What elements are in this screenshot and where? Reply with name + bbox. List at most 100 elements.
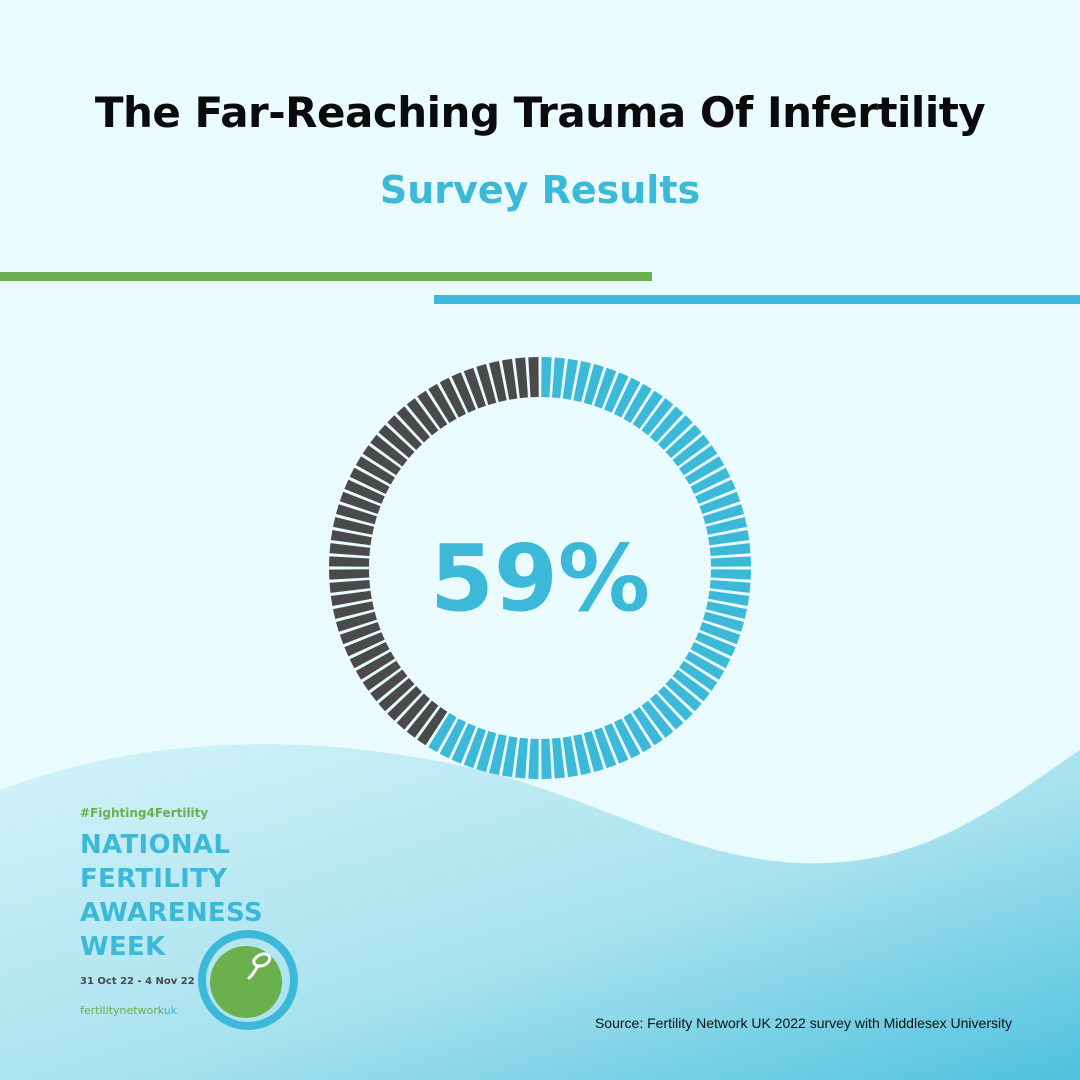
- donut-segment: [705, 601, 747, 619]
- brand-network: network: [119, 1004, 164, 1017]
- donut-segment: [562, 358, 578, 400]
- donut-segment: [362, 660, 401, 691]
- donut-segment: [649, 406, 684, 443]
- donut-segment: [406, 700, 439, 738]
- donut-segment: [665, 424, 702, 459]
- nfaw-line-3: AWARENESS: [80, 898, 263, 928]
- source-note: Source: Fertility Network UK 2022 survey…: [594, 1015, 1012, 1031]
- donut-segment: [541, 738, 552, 779]
- donut-segment: [573, 361, 591, 403]
- donut-segment: [344, 632, 385, 657]
- donut-segment: [476, 731, 497, 772]
- donut-segment: [329, 569, 370, 580]
- donut-segment: [344, 479, 385, 504]
- donut-segment: [428, 713, 457, 753]
- donut-segment: [594, 727, 617, 769]
- page-title: The Far-Reaching Trauma Of Infertility: [94, 88, 986, 137]
- donut-segment: [463, 727, 486, 769]
- donut-segment: [703, 504, 744, 525]
- donut-segment: [355, 456, 395, 485]
- donut-segment: [515, 737, 528, 779]
- donut-segment: [573, 733, 591, 775]
- event-dates: 31 Oct 22 - 4 Nov 22: [80, 976, 195, 987]
- donut-segment: [463, 367, 486, 409]
- donut-segment: [604, 372, 629, 413]
- donut-segment: [679, 445, 718, 476]
- donut-segment: [583, 731, 604, 772]
- donut-segment: [623, 713, 652, 753]
- donut-segment: [672, 669, 710, 702]
- nfaw-line-1: NATIONAL: [80, 830, 231, 860]
- donut-segment: [439, 377, 467, 418]
- donut-segment: [703, 611, 744, 632]
- donut-segment: [632, 390, 663, 429]
- donut-segment: [428, 383, 457, 423]
- donut-segment: [699, 622, 741, 645]
- donut-segment: [370, 434, 408, 467]
- donut-segment: [705, 517, 747, 535]
- donut-segment: [552, 737, 565, 779]
- donut-segment: [528, 357, 539, 398]
- donut-segment: [489, 733, 507, 775]
- donut-segment: [378, 677, 415, 712]
- donut-segment: [417, 707, 448, 746]
- donut-segment: [641, 700, 674, 738]
- donut-segment: [695, 479, 736, 504]
- donut-segment: [330, 530, 372, 546]
- donut-segment: [710, 556, 751, 567]
- donut-segment: [690, 467, 731, 495]
- donut-segment: [451, 723, 476, 764]
- nfaw-line-2: FERTILITY: [80, 864, 228, 894]
- donut-segment: [451, 372, 476, 413]
- donut-segment: [695, 632, 736, 657]
- donut-segment: [709, 543, 751, 556]
- nfaw-logo: #Fighting4Fertility NATIONAL FERTILITY A…: [80, 800, 320, 1030]
- donut-segment: [679, 660, 718, 691]
- brand-uk: uk: [163, 1004, 178, 1017]
- donut-segment: [541, 357, 552, 398]
- donut-segment: [710, 569, 751, 580]
- donut-segment: [528, 738, 539, 779]
- donut-segment: [709, 580, 751, 593]
- donut-segment: [685, 651, 725, 680]
- donut-segment: [708, 590, 750, 606]
- donut-segment: [708, 530, 750, 546]
- donut-segment: [632, 707, 663, 746]
- donut-segment: [417, 390, 448, 429]
- donut-segment: [623, 383, 652, 423]
- blue-divider: [434, 295, 1080, 304]
- donut-segment: [685, 456, 725, 485]
- donut-segment: [672, 434, 710, 467]
- donut-segment: [613, 377, 641, 418]
- donut-segment: [439, 718, 467, 759]
- donut-segment: [339, 622, 381, 645]
- donut-segment: [355, 651, 395, 680]
- donut-segment: [387, 685, 423, 721]
- donut-segment: [552, 357, 565, 399]
- donut-segment: [502, 736, 518, 778]
- donut-segment: [594, 367, 617, 409]
- donut-segment: [396, 406, 431, 443]
- donut-segment: [333, 601, 375, 619]
- donut-segment: [329, 580, 371, 593]
- donut-segment: [649, 693, 684, 730]
- donut-segment: [378, 424, 415, 459]
- donut-segment: [657, 415, 693, 451]
- donut-segment: [370, 669, 408, 702]
- donut-value-label: 59%: [430, 525, 650, 632]
- donut-segment: [690, 641, 731, 669]
- donut-segment: [387, 415, 423, 451]
- brand-wordmark: fertilitynetworkuk: [80, 1004, 177, 1017]
- donut-segment: [515, 357, 528, 399]
- donut-segment: [336, 504, 377, 525]
- donut-segment: [489, 361, 507, 403]
- nfaw-line-4: WEEK: [80, 932, 166, 962]
- page-subtitle: Survey Results: [379, 168, 701, 212]
- donut-segment: [502, 358, 518, 400]
- donut-segment: [583, 364, 604, 405]
- donut-segment: [699, 491, 741, 514]
- donut-segment: [349, 467, 390, 495]
- donut-segment: [476, 364, 497, 405]
- donut-segment: [329, 543, 371, 556]
